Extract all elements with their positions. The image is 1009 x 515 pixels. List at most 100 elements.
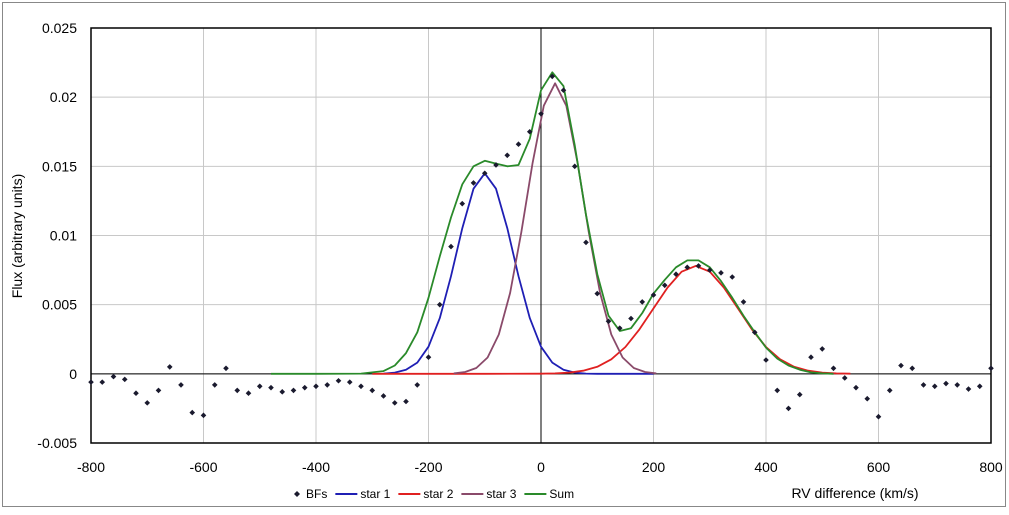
x-tick-label: -200 [414, 459, 442, 475]
x-tick-label: 200 [642, 459, 666, 475]
legend: BFs star 1 star 2 star 3 Sum [294, 487, 574, 501]
legend-item-sum: Sum [524, 487, 574, 501]
x-tick-label: 600 [867, 459, 891, 475]
x-tick-label: 800 [979, 459, 1003, 475]
bf-point [920, 382, 927, 388]
bf-point [785, 405, 792, 412]
bf-point [369, 387, 376, 394]
x-tick-label: -600 [189, 459, 217, 475]
bf-point [290, 387, 297, 394]
y-tick-label: -0.005 [37, 435, 77, 451]
bf-point [628, 315, 634, 322]
legend-label: BFs [306, 487, 327, 501]
bf-point [886, 387, 893, 394]
y-tick-label: 0.015 [42, 158, 77, 174]
bf-point [391, 400, 398, 406]
bf-point [425, 354, 432, 361]
bf-point [436, 301, 443, 308]
y-tick-label: 0 [69, 366, 77, 382]
chart-border [2, 2, 1006, 507]
series-line-sum [271, 71, 834, 375]
bf-point [358, 383, 364, 390]
bf-point [988, 365, 994, 372]
y-tick-label: 0.025 [42, 20, 77, 36]
legend-item-star-3: star 3 [461, 487, 517, 501]
bf-point [279, 389, 286, 395]
tick-labels: -800 -600 -400 -200 0 200 400 600 800 -0.005 0 0.00… [37, 20, 1003, 475]
series-markers-bfs [88, 73, 994, 420]
x-tick-label: -800 [77, 459, 105, 475]
bf-point [740, 299, 747, 305]
bf-point [301, 384, 308, 391]
bf-point [830, 365, 837, 372]
bf-point [864, 395, 871, 402]
legend-item-bfs: BFs [294, 487, 327, 501]
bf-point [526, 128, 533, 135]
bf-point [121, 376, 128, 383]
bf-point [673, 271, 679, 278]
y-tick-label: 0.01 [50, 228, 77, 244]
bf-point [965, 386, 972, 392]
bf-point [346, 379, 353, 385]
bf-point [571, 163, 578, 170]
bf-point [403, 398, 409, 405]
series-line-star-2 [372, 265, 851, 375]
x-tick-label: 400 [754, 459, 778, 475]
bf-point [909, 365, 916, 372]
bf-point [774, 387, 781, 394]
bf-point [976, 383, 983, 390]
bf-point [661, 282, 668, 289]
bf-point [459, 200, 466, 207]
bf-point [380, 393, 387, 399]
y-axis-label: Flux (arbitrary units) [9, 174, 25, 298]
bf-point [684, 264, 691, 271]
bf-point [200, 412, 207, 419]
bf-point [470, 180, 477, 186]
bf-point [414, 382, 421, 388]
bf-point [144, 400, 151, 406]
bf-point [841, 375, 848, 381]
bf-point [616, 325, 623, 331]
x-axis-label: RV difference (km/s) [791, 485, 918, 501]
bf-point [605, 318, 612, 325]
bf-point [819, 346, 826, 352]
bf-point [706, 267, 713, 273]
bf-point [549, 73, 556, 80]
y-tick-label: 0.005 [42, 297, 77, 313]
bf-point [481, 170, 488, 177]
legend-item-star-1: star 1 [335, 487, 391, 501]
bf-point [594, 290, 601, 297]
bf-point [211, 382, 218, 388]
bf-point [448, 243, 454, 250]
bf-point [133, 390, 139, 396]
bf-point [796, 391, 803, 398]
bf-point [245, 390, 252, 396]
bf-point [313, 383, 319, 390]
bf-point [504, 152, 511, 159]
bf-point [189, 409, 196, 416]
bf-point [583, 239, 589, 246]
bf-point [155, 387, 162, 394]
bf-point [256, 383, 263, 390]
bf-point [110, 373, 117, 380]
series-line-star-3 [453, 82, 657, 375]
bf-point [943, 380, 949, 387]
bf-point [808, 354, 814, 361]
bf-point [650, 292, 657, 298]
bf-point [99, 379, 106, 385]
legend-marker [294, 491, 300, 497]
legend-label: Sum [549, 487, 574, 501]
bf-point [695, 263, 702, 269]
bf-point [223, 365, 229, 372]
bf-point [88, 379, 94, 385]
series-layer [88, 71, 994, 420]
bf-point [954, 382, 961, 388]
bf-point [853, 384, 859, 391]
legend-label: star 1 [360, 487, 390, 501]
bf-point [560, 87, 567, 94]
bf-point [234, 387, 241, 394]
legend-label: star 2 [423, 487, 453, 501]
x-tick-label: 0 [537, 459, 545, 475]
series-line-star-1 [383, 172, 654, 375]
legend-label: star 3 [486, 487, 516, 501]
